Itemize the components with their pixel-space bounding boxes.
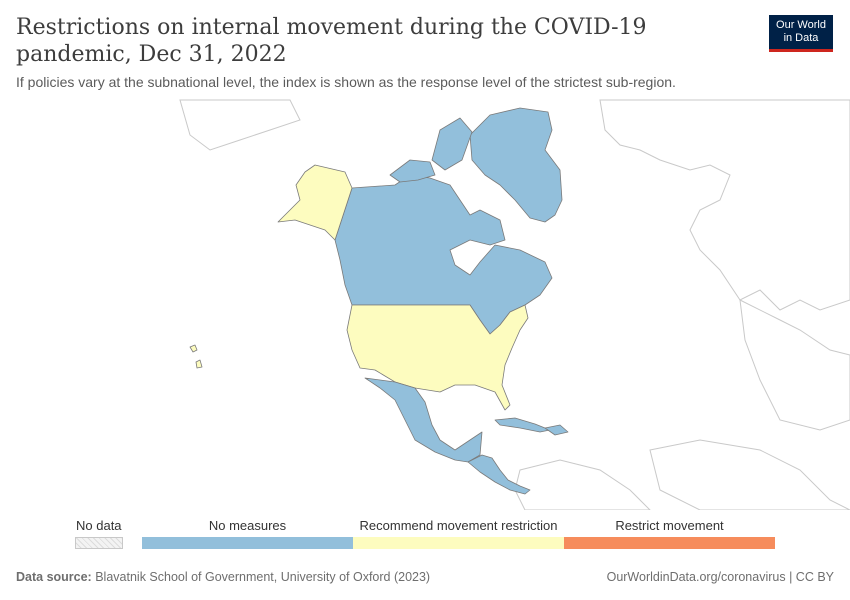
map-region-cuba[interactable] [494,417,551,433]
chart-subtitle: If policies vary at the subnational leve… [16,74,676,90]
map-region-greenland[interactable] [469,107,563,223]
footer-url-link[interactable]: OurWorldinData.org/coronavirus | CC BY [606,570,834,584]
map-region-hispaniola[interactable] [544,424,569,436]
map-region-siberia-outline [179,99,301,151]
map-region-alaska[interactable] [277,164,353,241]
source-label: Data source: [16,570,92,584]
logo-line-2: in Data [783,32,819,44]
legend-label-recommend: Recommend movement restriction [359,518,558,533]
logo-line-1: Our World [776,19,826,31]
legend: No data No measures Recommend movement r… [0,516,850,556]
legend-label-no-data: No data [76,518,122,533]
footer: Data source: Blavatnik School of Governm… [16,570,834,584]
map-region-europe-outline [739,299,850,431]
map-region-hawaii[interactable] [189,344,203,369]
owid-logo[interactable]: Our World in Data [769,15,833,52]
legend-swatch-recommend[interactable] [353,537,564,549]
map-region-africa-outline [649,439,850,510]
source-text: Blavatnik School of Government, Universi… [95,570,431,584]
map-region-south-america-outline [514,459,651,510]
legend-swatch-no-data[interactable] [75,537,123,549]
map-region-united-states[interactable] [346,304,529,411]
map-region-arctic-islands[interactable] [431,117,473,171]
legend-label-no-measures: No measures [208,518,287,533]
map-region-mexico[interactable] [364,377,483,463]
map-region-russia-outline [599,99,850,311]
map-region-canada-islands[interactable] [389,159,436,183]
map-region-central-america[interactable] [467,454,531,495]
legend-swatch-no-measures[interactable] [142,537,353,549]
north-america-map[interactable] [0,90,850,510]
legend-swatch-restrict[interactable] [564,537,775,549]
chart-title: Restrictions on internal movement during… [16,15,647,67]
legend-label-restrict: Restrict movement [615,518,724,533]
